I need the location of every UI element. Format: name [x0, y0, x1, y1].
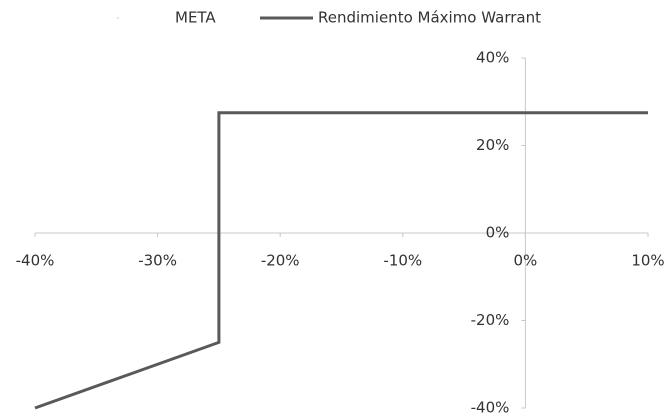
x-tick-label: -30%	[138, 252, 177, 270]
y-tick-label: 20%	[476, 136, 509, 154]
x-tick-label: 10%	[631, 252, 664, 270]
y-tick-label: 40%	[476, 49, 509, 67]
y-tick-label: 0%	[486, 224, 510, 242]
y-tick-label: -20%	[471, 311, 510, 329]
x-tick-label: -20%	[261, 252, 300, 270]
legend-marker	[117, 17, 119, 19]
data-line	[34, 111, 648, 410]
x-tick-label: 0%	[514, 252, 538, 270]
legend-label: META	[175, 9, 216, 27]
x-tick-label: -10%	[383, 252, 422, 270]
x-tick-label: -40%	[16, 252, 55, 270]
legend-label: Rendimiento Máximo Warrant	[318, 9, 541, 27]
y-tick-label: -40%	[471, 399, 510, 417]
